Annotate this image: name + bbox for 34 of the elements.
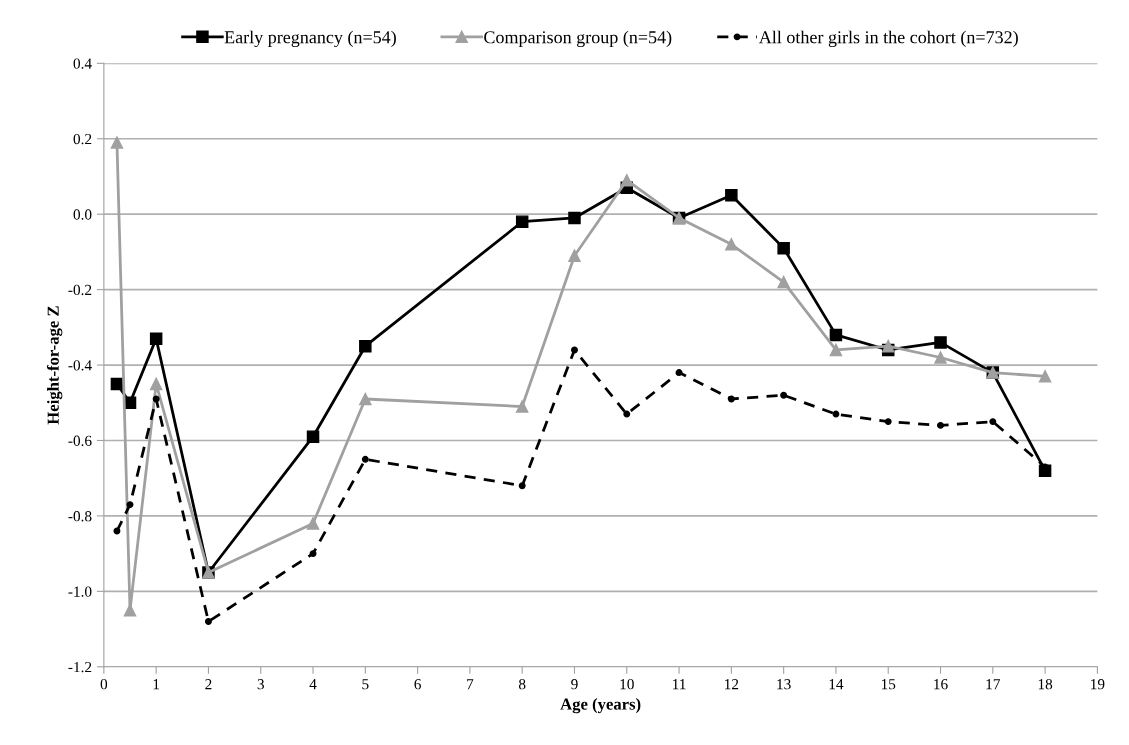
x-tick-label: 8 <box>518 679 526 690</box>
y-tick-label: -1.2 <box>68 661 92 673</box>
x-tick-label: 11 <box>673 679 686 690</box>
x-tick-label: 7 <box>467 679 474 690</box>
x-tick-label: 10 <box>620 679 634 690</box>
x-tick-label: 18 <box>1038 679 1053 690</box>
y-tick-label: -0.4 <box>68 360 92 371</box>
x-tick-label: 6 <box>414 679 421 690</box>
x-tick-label: 13 <box>777 679 791 690</box>
x-tick-label: 12 <box>725 679 739 690</box>
legend-label: All other girls in the cohort (n=732) <box>758 30 1018 48</box>
x-tick-label: 17 <box>986 679 1001 690</box>
y-tick-label: -1.0 <box>68 586 92 597</box>
y-tick-label: 0.0 <box>73 209 92 220</box>
legend-label: Comparison group (n=54) <box>484 30 672 48</box>
x-tick-label: 15 <box>881 679 896 690</box>
y-tick-label: -0.6 <box>68 435 92 446</box>
y-tick-label: 0.2 <box>73 133 92 145</box>
x-axis-title: Age (years) <box>560 697 641 714</box>
x-tick-label: 0 <box>100 679 108 690</box>
y-tick-label: 0.4 <box>73 58 92 69</box>
x-tick-label: 1 <box>153 679 160 690</box>
y-tick-label: -0.8 <box>68 511 92 522</box>
y-tick-label: -0.2 <box>68 284 92 296</box>
x-tick-label: 9 <box>571 679 578 690</box>
x-tick-label: 16 <box>934 679 948 690</box>
x-tick-label: 4 <box>309 679 317 690</box>
x-tick-label: 5 <box>362 679 369 690</box>
x-tick-label: 19 <box>1091 679 1105 690</box>
x-tick-label: 3 <box>257 679 264 690</box>
x-tick-label: 2 <box>205 679 212 690</box>
y-axis-title: Height-for-age Z <box>46 306 63 425</box>
legend-label: Early pregnancy (n=54) <box>224 30 396 48</box>
x-tick-label: 14 <box>829 679 844 690</box>
